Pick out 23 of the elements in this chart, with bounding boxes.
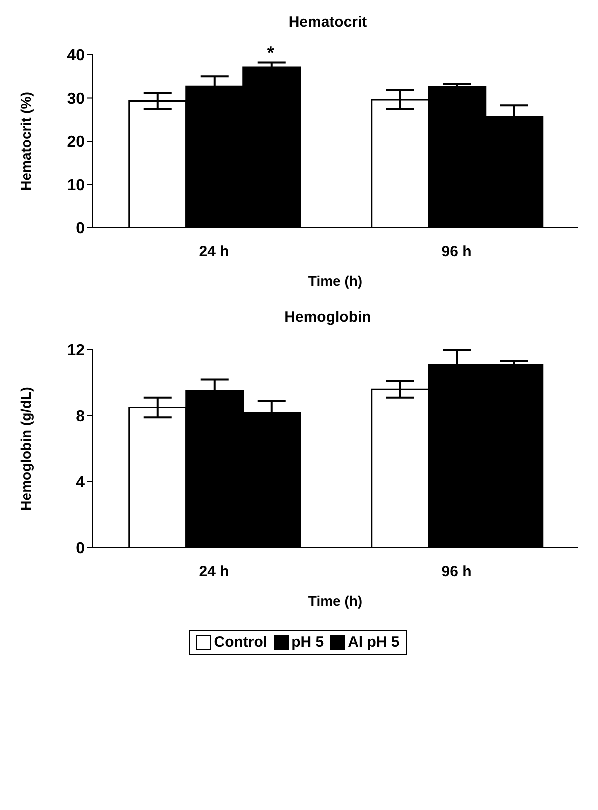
chart-title: Hemoglobin [284, 309, 372, 326]
y-axis-title: Hemoglobin (g/dL) [18, 387, 34, 511]
chart-title: Hematocrit [288, 14, 368, 31]
y-tick-label: 0 [76, 540, 86, 558]
legend-label: Control [213, 634, 268, 651]
y-tick-label: 8 [76, 408, 86, 426]
x-tick-label: 96 h [442, 564, 472, 581]
x-tick-label: 24 h [199, 564, 230, 581]
y-tick-label: 10 [67, 177, 86, 194]
y-tick-label: 20 [67, 134, 86, 152]
y-tick-label: 12 [67, 342, 86, 360]
x-tick-label: 96 h [442, 244, 472, 261]
legend-label: pH 5 [290, 634, 324, 651]
x-tick-label: 24 h [199, 244, 230, 261]
y-tick-label: 30 [67, 90, 86, 108]
annotation: * [267, 42, 274, 63]
y-axis-title: Hematocrit (%) [18, 92, 34, 191]
y-tick-label: 4 [76, 474, 86, 492]
x-axis-title: Time (h) [308, 273, 363, 289]
y-tick-label: 0 [76, 220, 86, 238]
x-axis-title: Time (h) [308, 593, 363, 609]
legend-label: Al pH 5 [347, 634, 400, 651]
y-tick-label: 40 [67, 48, 86, 65]
